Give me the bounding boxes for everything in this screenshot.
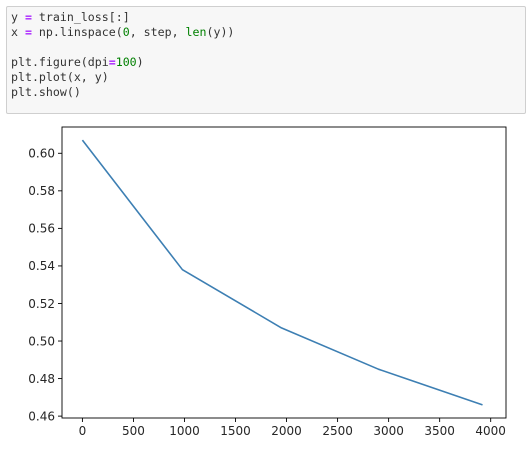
y-tick-label: 0.60 [28,147,55,161]
code-token: (y)) [206,25,235,39]
y-tick-label: 0.58 [28,184,55,198]
chart-marks: 0 500 1000 1500 2000 2500 3000 3500 4000 0.46 0.48… [28,126,507,438]
code-line: plt.plot(x, y) [11,70,525,85]
code-token: plt.show() [11,85,81,99]
series-line [81,139,483,406]
code-cell[interactable]: y = train_loss[:] x = np.linspace(0, step… [6,6,526,114]
y-tick-label: 0.46 [28,409,55,423]
x-tick-label: 0 [79,424,87,438]
code-blank-line [11,40,525,55]
code-token: x [11,25,25,39]
x-tick-label: 3000 [373,424,404,438]
code-token: ) [136,55,144,69]
code-token: , step, [129,25,186,39]
y-tick-label: 0.56 [28,222,55,236]
code-line: plt.figure(dpi=100) [11,55,525,70]
code-token: = [24,25,32,39]
code-token: plt.figure(dpi [11,55,109,69]
x-tick-label: 3500 [424,424,455,438]
x-tick-label: 1500 [220,424,251,438]
code-token: plt.plot(x, y) [11,70,109,84]
code-line: y = train_loss[:] [11,10,525,25]
code-token: 0 [122,25,130,39]
x-tick-label: 500 [122,424,145,438]
code-token: len [185,25,207,39]
code-token: 100 [115,55,137,69]
code-editor[interactable]: y = train_loss[:] x = np.linspace(0, step… [7,7,525,100]
code-token: train_loss[:] [31,10,130,24]
code-token: y [11,10,25,24]
plot-area [62,127,506,418]
code-token: np.linspace( [31,25,123,39]
x-tick-label: 4000 [475,424,506,438]
code-line: x = np.linspace(0, step, len(y)) [11,25,525,40]
output-area: 0 500 1000 1500 2000 2500 3000 3500 4000 0.46 0.48… [0,122,529,453]
y-tick-label: 0.50 [28,334,55,348]
axes-frame [61,126,507,419]
x-tick-label: 2000 [271,424,302,438]
y-tick-label: 0.54 [28,259,55,273]
y-tick-label: 0.48 [28,372,55,386]
code-line: plt.show() [11,85,525,100]
x-tick-label: 1000 [169,424,200,438]
code-token: = [24,10,32,24]
line-chart: 0 500 1000 1500 2000 2500 3000 3500 4000 0.46 0.48… [28,126,507,438]
code-token: = [108,55,116,69]
x-tick-label: 2500 [322,424,353,438]
y-tick-label: 0.52 [28,297,55,311]
